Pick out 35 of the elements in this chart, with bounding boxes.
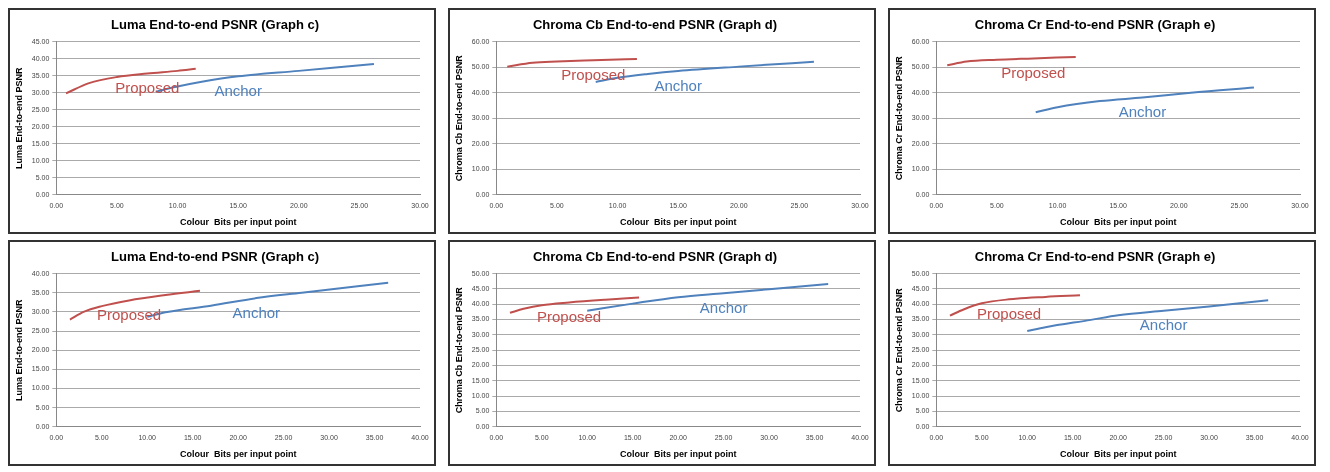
series-label: Anchor xyxy=(214,81,262,99)
x-axis-title: Colour Bits per input point xyxy=(1059,217,1177,228)
series-label: Anchor xyxy=(699,298,748,316)
y-axis-title: Chroma Cb End-to-end PSNR xyxy=(453,286,464,414)
series-label: Anchor xyxy=(1139,316,1188,334)
series-label: Anchor xyxy=(232,303,281,321)
x-axis-title: Colour Bits per input point xyxy=(1059,449,1177,460)
line-series xyxy=(506,57,638,68)
series-label: Anchor xyxy=(1118,103,1167,121)
chart-title: Chroma Cb End-to-end PSNR (Graph d) xyxy=(532,249,778,265)
x-axis-title: Colour Bits per input point xyxy=(179,449,297,460)
series-label: Anchor xyxy=(654,76,702,94)
series-label: Proposed xyxy=(976,304,1042,322)
y-axis-title: Luma End-to-end PSNR xyxy=(13,66,24,169)
y-axis-title: Chroma Cb End-to-end PSNR xyxy=(453,54,464,182)
line-series xyxy=(68,289,201,321)
y-axis-title: Chroma Cr End-to-end PSNR xyxy=(893,55,904,181)
line-series xyxy=(586,283,830,312)
series-label: Proposed xyxy=(536,308,602,326)
chart-title: Chroma Cr End-to-end PSNR (Graph e) xyxy=(974,17,1216,33)
series-label: Proposed xyxy=(1001,64,1066,82)
chart-title: Chroma Cb End-to-end PSNR (Graph d) xyxy=(532,17,778,33)
y-axis-title: Luma End-to-end PSNR xyxy=(13,298,24,401)
x-axis-title: Colour Bits per input point xyxy=(179,217,297,228)
y-axis-title: Chroma Cr End-to-end PSNR xyxy=(893,287,904,413)
chart-title: Luma End-to-end PSNR (Graph c) xyxy=(111,17,319,33)
series-label: Proposed xyxy=(115,79,180,97)
line-series xyxy=(65,67,197,95)
line-series xyxy=(946,55,1077,67)
x-axis-title: Colour Bits per input point xyxy=(619,449,737,460)
series-label: Proposed xyxy=(561,65,626,83)
chart-title: Luma End-to-end PSNR (Graph c) xyxy=(111,249,319,265)
series-label: Proposed xyxy=(96,306,162,324)
chart-title: Chroma Cr End-to-end PSNR (Graph e) xyxy=(974,249,1216,265)
x-axis-title: Colour Bits per input point xyxy=(619,217,737,228)
